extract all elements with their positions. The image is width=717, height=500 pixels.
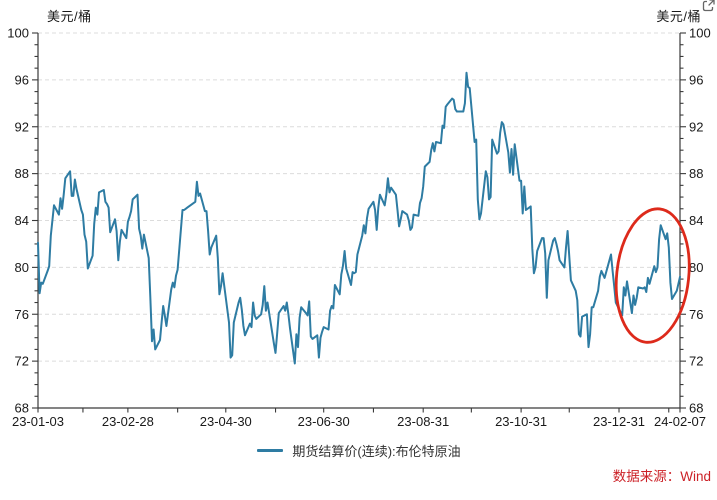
right-axis-unit-title: 美元/桶 bbox=[656, 9, 701, 24]
legend-item-brent[interactable]: 期货结算价(连续):布伦特原油 bbox=[257, 441, 461, 460]
y-tick-label-right: 76 bbox=[689, 307, 703, 322]
x-tick-label: 23-06-30 bbox=[298, 414, 350, 429]
x-tick-label: 23-12-31 bbox=[593, 414, 645, 429]
legend-label: 期货结算价(连续):布伦特原油 bbox=[292, 444, 461, 459]
y-tick-label-right: 84 bbox=[689, 213, 703, 228]
legend-line-marker bbox=[257, 449, 284, 452]
y-tick-label-right: 68 bbox=[689, 401, 703, 416]
y-tick-label-left: 80 bbox=[15, 260, 29, 275]
y-tick-label-left: 84 bbox=[15, 213, 29, 228]
data-source-label: 数据来源：Wind bbox=[612, 469, 711, 484]
y-tick-label-right: 92 bbox=[689, 119, 703, 134]
y-tick-label-left: 68 bbox=[15, 401, 29, 416]
y-tick-label-left: 72 bbox=[15, 354, 29, 369]
highlight-ellipse bbox=[614, 207, 691, 344]
x-tick-label: 23-08-31 bbox=[397, 414, 449, 429]
x-tick-label: 23-01-03 bbox=[12, 414, 64, 429]
y-tick-label-left: 100 bbox=[7, 26, 29, 41]
y-tick-label-right: 72 bbox=[689, 354, 703, 369]
y-tick-label-right: 80 bbox=[689, 260, 703, 275]
y-tick-label-left: 96 bbox=[15, 72, 29, 87]
left-axis-unit-title: 美元/桶 bbox=[47, 9, 92, 24]
y-tick-label-right: 100 bbox=[689, 26, 711, 41]
y-tick-label-left: 88 bbox=[15, 166, 29, 181]
y-tick-label-left: 76 bbox=[15, 307, 29, 322]
legend: 期货结算价(连续):布伦特原油 bbox=[38, 441, 680, 460]
x-tick-label: 23-10-31 bbox=[495, 414, 547, 429]
y-tick-label-right: 88 bbox=[689, 166, 703, 181]
x-tick-label: 24-02-07 bbox=[654, 414, 706, 429]
y-tick-label-left: 92 bbox=[15, 119, 29, 134]
x-tick-label: 23-04-30 bbox=[200, 414, 252, 429]
expand-icon[interactable] bbox=[701, 0, 716, 13]
price-line bbox=[37, 71, 681, 365]
x-tick-label: 23-02-28 bbox=[102, 414, 154, 429]
y-tick-label-right: 96 bbox=[689, 72, 703, 87]
